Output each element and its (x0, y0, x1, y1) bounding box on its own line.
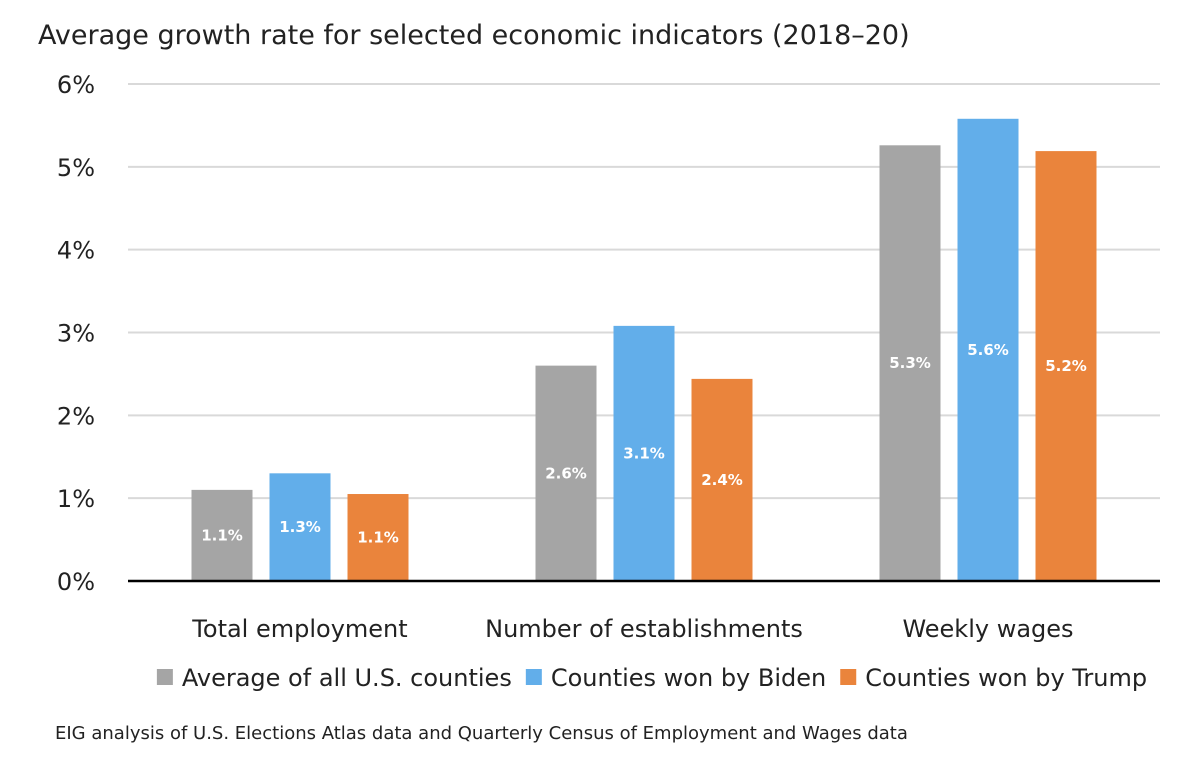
data-label: 5.2% (1045, 357, 1087, 375)
bar-number-of-establishments-series-3 (691, 378, 753, 581)
y-tick-label: 2% (57, 402, 95, 430)
legend-swatch (525, 669, 542, 685)
legend-swatch (840, 669, 857, 685)
legend-label: Counties won by Trump (865, 664, 1147, 692)
bar-weekly-wages-series-2 (957, 118, 1019, 581)
bar-total-employment-series-2 (269, 473, 331, 581)
data-label: 5.3% (889, 354, 931, 372)
x-tick-label: Weekly wages (902, 615, 1073, 643)
y-tick-label: 3% (57, 320, 95, 348)
chart-title: Average growth rate for selected economi… (38, 20, 910, 51)
bars (191, 118, 1097, 581)
x-tick-label: Total employment (191, 615, 407, 643)
x-tick-label: Number of establishments (485, 615, 803, 643)
legend-label: Average of all U.S. counties (182, 664, 512, 692)
bar-weekly-wages-series-1 (879, 145, 941, 581)
bar-weekly-wages-series-3 (1035, 151, 1097, 581)
data-label: 3.1% (623, 444, 665, 462)
data-label: 2.6% (545, 464, 587, 482)
bar-number-of-establishments-series-1 (535, 365, 597, 581)
y-tick-label: 4% (57, 237, 95, 265)
data-labels: 1.1% 1.3% 1.1% 2.6% 3.1% 2.4% 5.3% 5.6% 5.2% (201, 341, 1087, 547)
data-label: 1.3% (279, 518, 321, 536)
legend-swatch (156, 669, 173, 685)
y-tick-label: 0% (57, 568, 95, 596)
bar-number-of-establishments-series-2 (613, 325, 675, 581)
y-tick-label: 6% (57, 71, 95, 99)
data-label: 2.4% (701, 471, 743, 489)
y-tick-label: 5% (57, 154, 95, 182)
source-note: EIG analysis of U.S. Elections Atlas dat… (55, 723, 908, 744)
bar-total-employment-series-3 (347, 494, 409, 581)
y-tick-label: 1% (57, 485, 95, 513)
legend: Average of all U.S. counties Counties won… (156, 664, 1147, 692)
data-label: 1.1% (357, 529, 399, 547)
data-label: 5.6% (967, 341, 1009, 359)
bar-total-employment-series-1 (191, 489, 253, 581)
axes: 0% 1% 2% 3% 4% 5% 6% Total employment Number of … (57, 71, 1160, 643)
legend-label: Counties won by Biden (551, 664, 826, 692)
data-label: 1.1% (201, 526, 243, 544)
